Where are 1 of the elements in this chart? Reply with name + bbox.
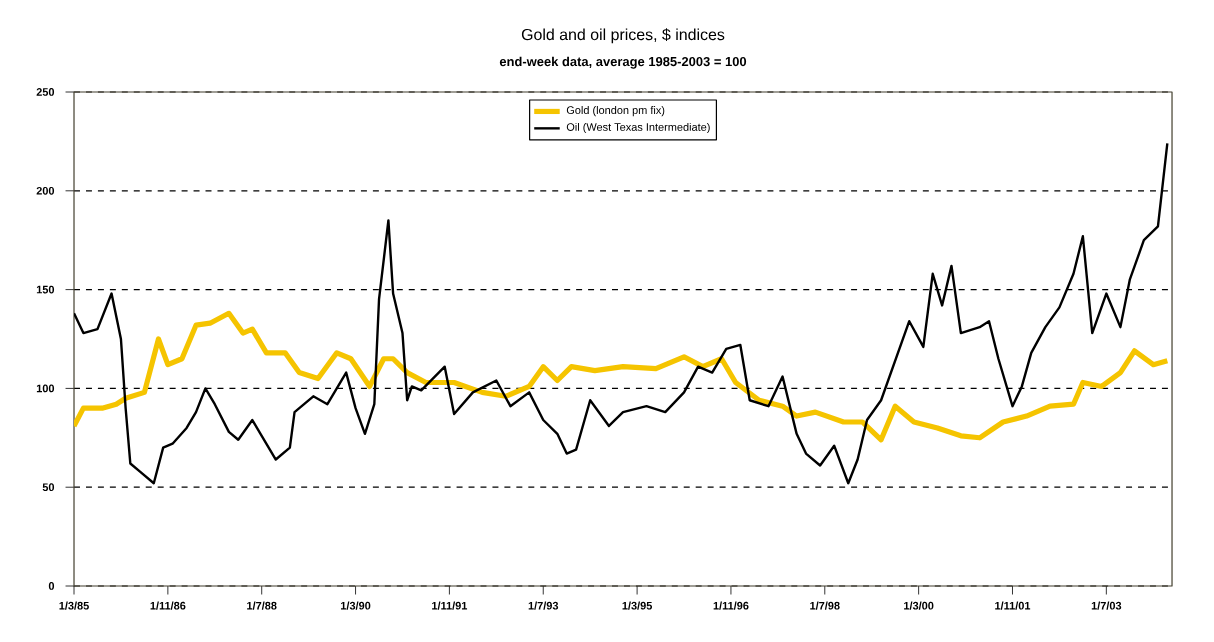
line-series xyxy=(74,310,1170,443)
